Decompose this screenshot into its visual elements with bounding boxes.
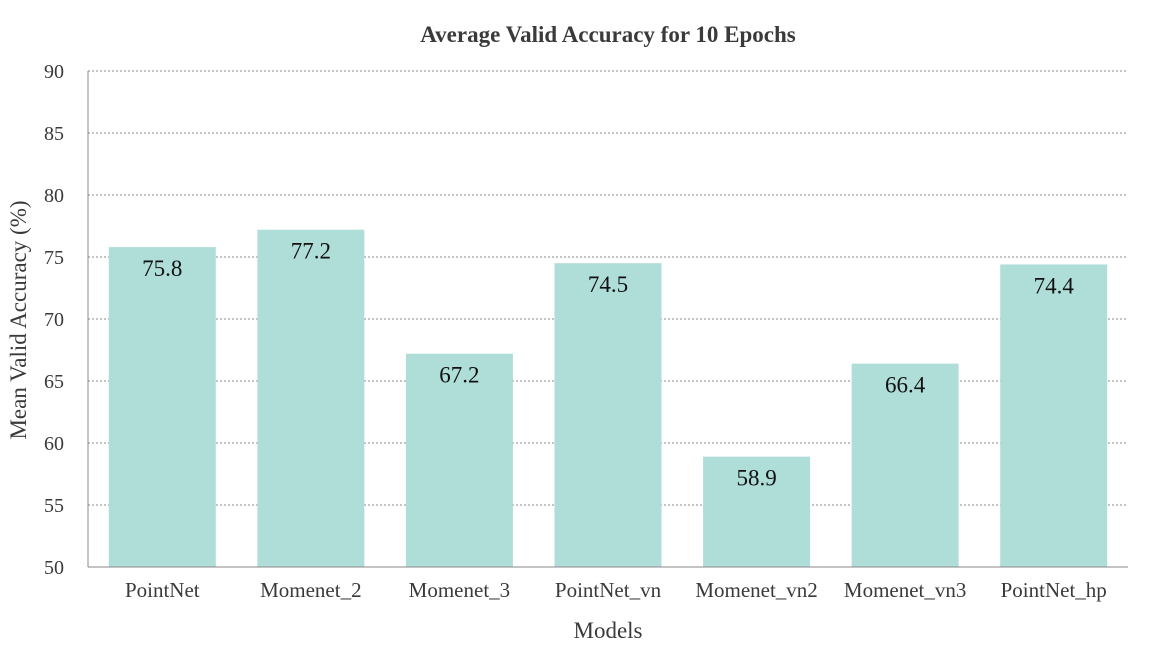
y-tick-label: 85 [44,123,64,145]
data-label: 74.4 [1034,273,1075,298]
bars [108,229,1108,567]
data-label: 66.4 [885,373,926,398]
x-category-labels: PointNet Momenet_2 Momenet_3 PointNet_vn Mom… [125,578,1107,602]
bar [1000,264,1108,567]
y-tick-labels: 50 55 60 65 70 75 80 85 90 [44,61,64,579]
y-tick-label: 55 [44,495,64,517]
data-label: 77.2 [291,239,331,264]
y-tick-label: 60 [44,433,64,455]
bar [703,456,811,567]
data-labels: 75.8 77.2 67.2 74.5 58.9 66.4 74.4 [142,239,1074,491]
y-tick-label: 65 [44,371,64,393]
y-tick-label: 70 [44,309,64,331]
bar [405,353,513,567]
y-tick-label: 75 [44,247,64,269]
data-label: 58.9 [736,466,776,491]
x-category-label: PointNet_hp [1001,578,1107,602]
x-category-label: Momenet_vn2 [695,578,817,602]
bar [108,247,216,567]
bar [851,363,959,567]
x-category-label: Momenet_2 [260,578,361,602]
x-category-label: PointNet [125,578,200,602]
y-tick-label: 90 [44,61,64,83]
x-category-label: Momenet_vn3 [844,578,966,602]
bar [257,229,365,567]
chart-title: Average Valid Accuracy for 10 Epochs [420,22,795,47]
bar [554,263,662,567]
y-axis-label: Mean Valid Accuracy (%) [6,200,31,439]
x-axis-label: Models [574,618,643,643]
y-tick-label: 80 [44,185,64,207]
data-label: 74.5 [588,272,628,297]
x-category-label: Momenet_3 [409,578,510,602]
y-tick-label: 50 [44,557,64,579]
data-label: 67.2 [439,363,479,388]
x-category-label: PointNet_vn [555,578,662,602]
data-label: 75.8 [142,256,182,281]
